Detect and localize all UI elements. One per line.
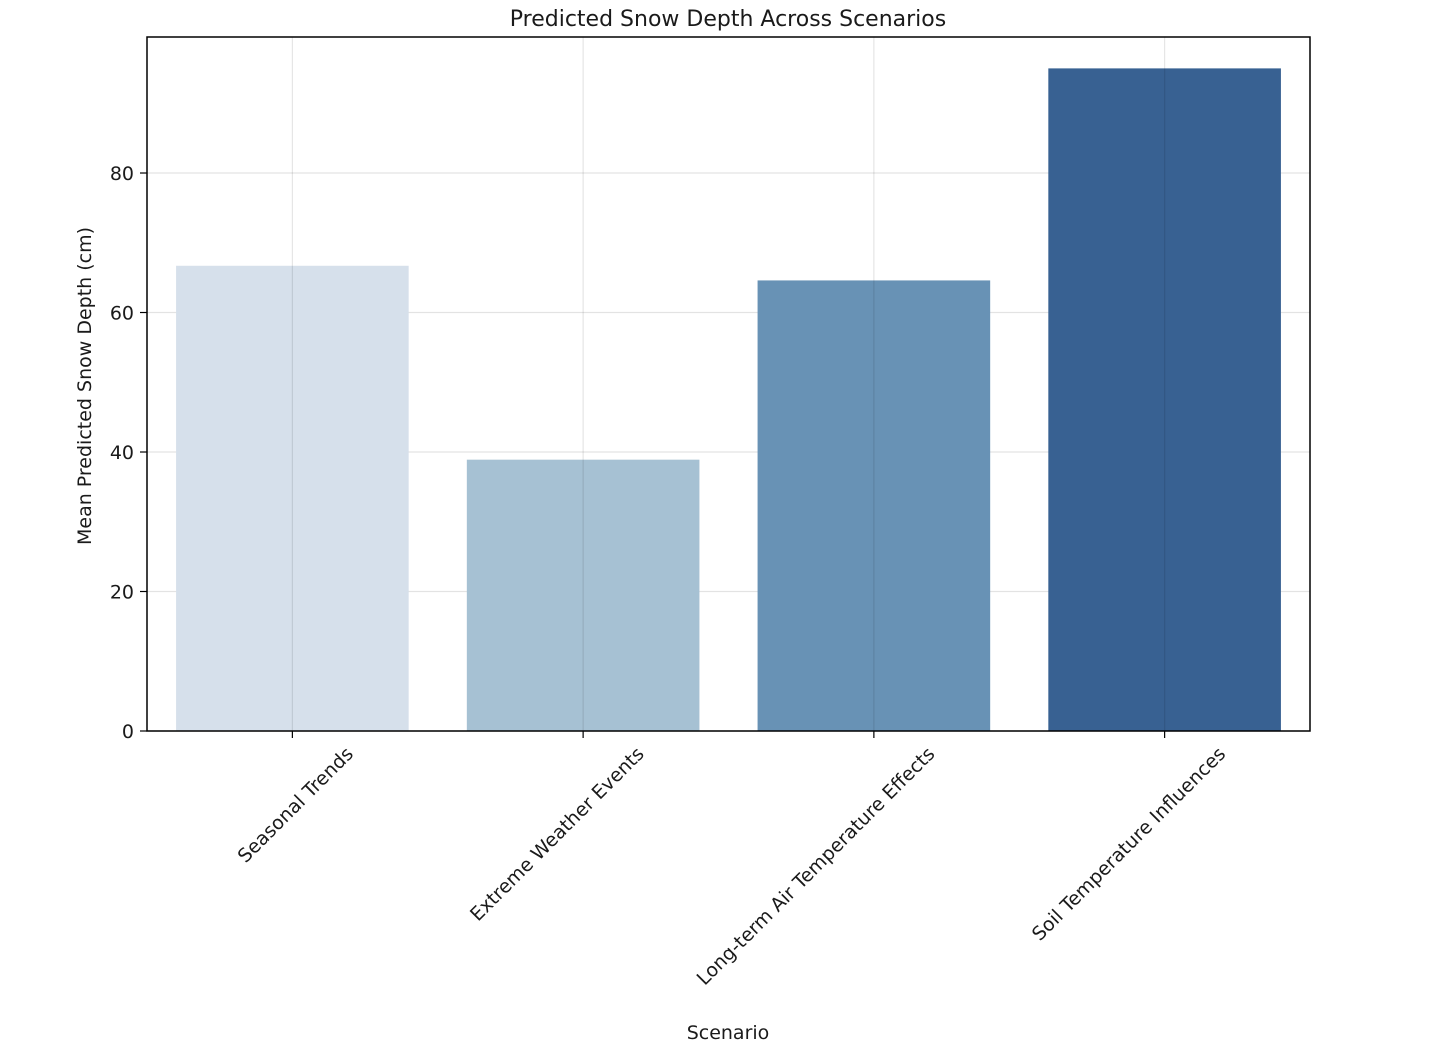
x-tick-label: Extreme Weather Events: [466, 743, 649, 926]
y-tick-label: 0: [122, 721, 134, 743]
bar: [1048, 68, 1281, 731]
plot-frame: [146, 36, 1311, 732]
bar: [176, 265, 409, 731]
x-axis-label: Scenario: [687, 1022, 770, 1044]
x-axis: Seasonal Trends Extreme Weather Events Lon…: [234, 731, 1230, 990]
vgrid-layer: [291, 37, 1166, 731]
y-tick-label: 80: [110, 163, 134, 185]
chart-title: Predicted Snow Depth Across Scenarios: [510, 7, 946, 32]
x-tick-label: Soil Temperature Influences: [1028, 743, 1230, 945]
y-tick-label: 40: [110, 442, 134, 464]
y-axis-label: Mean Predicted Snow Depth (cm): [74, 227, 96, 545]
y-tick-label: 60: [110, 303, 134, 325]
bar-layer: [176, 68, 1281, 731]
x-tick-label: Long-term Air Temperature Effects: [693, 743, 940, 990]
y-axis: 0 20 40 60 80: [110, 163, 147, 743]
y-tick-label: 20: [110, 582, 134, 604]
bar: [466, 459, 700, 731]
bar: [757, 280, 991, 731]
x-tick-label: Seasonal Trends: [234, 743, 358, 867]
